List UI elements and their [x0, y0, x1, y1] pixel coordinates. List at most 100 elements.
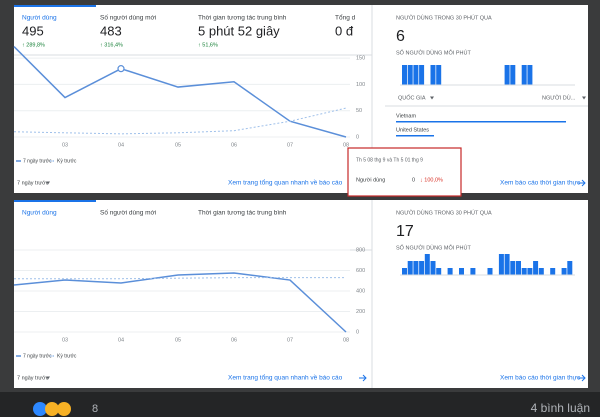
- panel: [14, 200, 588, 388]
- realtime-bar: [510, 65, 516, 85]
- legend-label: 7 ngày trước: [23, 353, 52, 359]
- metric-change: ↑ 51,6%: [198, 42, 218, 48]
- realtime-link[interactable]: Xem báo cáo thời gian thực: [500, 180, 581, 187]
- overview-link[interactable]: Xem trang tổng quan nhanh về báo cáo: [228, 373, 343, 382]
- comment-count[interactable]: 4 bình luận: [531, 401, 590, 415]
- y-tick-label: 800: [356, 247, 365, 253]
- metric-value: 0 đ: [335, 23, 354, 38]
- table-header[interactable]: QUỐC GIA: [398, 94, 426, 101]
- realtime-title: NGƯỜI DÙNG TRONG 30 PHÚT QUA: [396, 14, 492, 21]
- tooltip: [347, 147, 462, 197]
- dropdown-arrow[interactable]: [46, 376, 50, 380]
- metric-value: 483: [100, 23, 122, 38]
- metric-label[interactable]: Tổng d: [335, 14, 356, 22]
- reaction-count[interactable]: 8: [92, 403, 98, 415]
- series-line: [13, 272, 347, 333]
- x-tick-label: 06: [231, 142, 237, 148]
- post-footer: [0, 392, 600, 417]
- legend-label: Kỳ trước: [57, 158, 77, 164]
- realtime-bar: [527, 268, 533, 275]
- y-tick-label: 0: [356, 134, 359, 140]
- row-bar: [396, 121, 566, 123]
- x-tick-label: 04: [118, 142, 124, 148]
- y-tick-label: 600: [356, 268, 365, 274]
- realtime-bar: [402, 65, 407, 85]
- x-tick-label: 07: [287, 337, 293, 343]
- series-line: [13, 107, 347, 135]
- realtime-bar: [527, 65, 533, 85]
- date-range[interactable]: 7 ngày trước: [17, 375, 49, 381]
- realtime-bar: [407, 65, 413, 85]
- metric-label[interactable]: Thời gian tương tác trung bình: [198, 210, 287, 217]
- selected-tab: [14, 5, 96, 7]
- realtime-count: 6: [396, 28, 405, 45]
- date-range[interactable]: 7 ngày trước: [17, 180, 49, 186]
- x-tick-label: 05: [175, 142, 181, 148]
- dropdown-arrow[interactable]: [46, 181, 50, 185]
- x-tick-label: 03: [62, 142, 68, 148]
- panel: [14, 5, 588, 193]
- realtime-bar: [407, 261, 413, 275]
- realtime-bar: [459, 268, 464, 275]
- y-tick-label: 150: [356, 56, 365, 62]
- realtime-bar: [521, 268, 527, 275]
- realtime-bar: [413, 65, 419, 85]
- realtime-bar: [447, 268, 453, 275]
- link-arrow[interactable]: [359, 374, 367, 382]
- realtime-bar: [538, 268, 544, 275]
- realtime-subtitle: SỐ NGƯỜI DÙNG MỖI PHÚT: [396, 49, 471, 56]
- x-tick-label: 08: [343, 142, 349, 148]
- realtime-bar: [413, 261, 419, 275]
- tooltip-dates: Th 5 08 thg 9 và Th 5 01 thg 9: [356, 157, 423, 163]
- realtime-bar: [436, 65, 442, 85]
- link-arrow[interactable]: [578, 374, 586, 382]
- metric-label[interactable]: Số người dùng mới: [100, 208, 156, 217]
- realtime-title: NGƯỜI DÙNG TRONG 30 PHÚT QUA: [396, 209, 492, 216]
- table-header[interactable]: NGƯỜI DÙ...: [542, 94, 576, 101]
- selected-tab: [14, 200, 96, 202]
- realtime-link[interactable]: Xem báo cáo thời gian thực: [500, 375, 581, 382]
- realtime-bar: [419, 261, 425, 275]
- metric-label[interactable]: Thời gian tương tác trung bình: [198, 15, 287, 22]
- realtime-subtitle: SỐ NGƯỜI DÙNG MỖI PHÚT: [396, 244, 471, 251]
- realtime-bar: [561, 268, 567, 275]
- x-tick-label: 06: [231, 337, 237, 343]
- realtime-bar: [436, 268, 442, 275]
- dropdown-arrow[interactable]: [430, 96, 434, 100]
- realtime-bar: [470, 268, 476, 275]
- realtime-bar: [487, 268, 493, 275]
- metric-label[interactable]: Người dùng: [22, 210, 57, 217]
- sad-icon[interactable]: [57, 402, 71, 416]
- realtime-bar: [402, 268, 407, 275]
- realtime-bar: [516, 261, 521, 275]
- tooltip-change: ↓ 100,0%: [420, 177, 443, 183]
- table-row: United States: [396, 127, 429, 133]
- haha-icon[interactable]: [45, 402, 59, 416]
- x-tick-label: 08: [343, 337, 349, 343]
- realtime-bar: [430, 65, 436, 85]
- x-tick-label: 03: [62, 337, 68, 343]
- realtime-bar: [533, 261, 539, 275]
- row-bar: [396, 135, 434, 137]
- realtime-bar: [550, 268, 556, 275]
- metric-value: 495: [22, 23, 44, 38]
- metric-label[interactable]: Người dùng: [22, 15, 57, 22]
- x-tick-label: 04: [118, 337, 124, 343]
- y-tick-label: 50: [356, 108, 362, 114]
- x-tick-label: 07: [287, 142, 293, 148]
- overview-link[interactable]: Xem trang tổng quan nhanh về báo cáo: [228, 178, 343, 187]
- legend-label: Kỳ trước: [57, 353, 77, 359]
- metric-label[interactable]: Số người dùng mới: [100, 13, 156, 22]
- metric-change: ↑ 316,4%: [100, 42, 123, 48]
- y-tick-label: 200: [356, 309, 365, 315]
- link-arrow[interactable]: [578, 179, 586, 187]
- legend-label: 7 ngày trước: [23, 158, 52, 164]
- series-line: [14, 277, 346, 280]
- realtime-bar: [567, 261, 573, 275]
- table-row: Vietnam: [396, 113, 416, 119]
- realtime-bar: [504, 254, 510, 275]
- like-icon[interactable]: [33, 402, 47, 416]
- dropdown-arrow[interactable]: [582, 96, 586, 100]
- realtime-bar: [430, 261, 436, 275]
